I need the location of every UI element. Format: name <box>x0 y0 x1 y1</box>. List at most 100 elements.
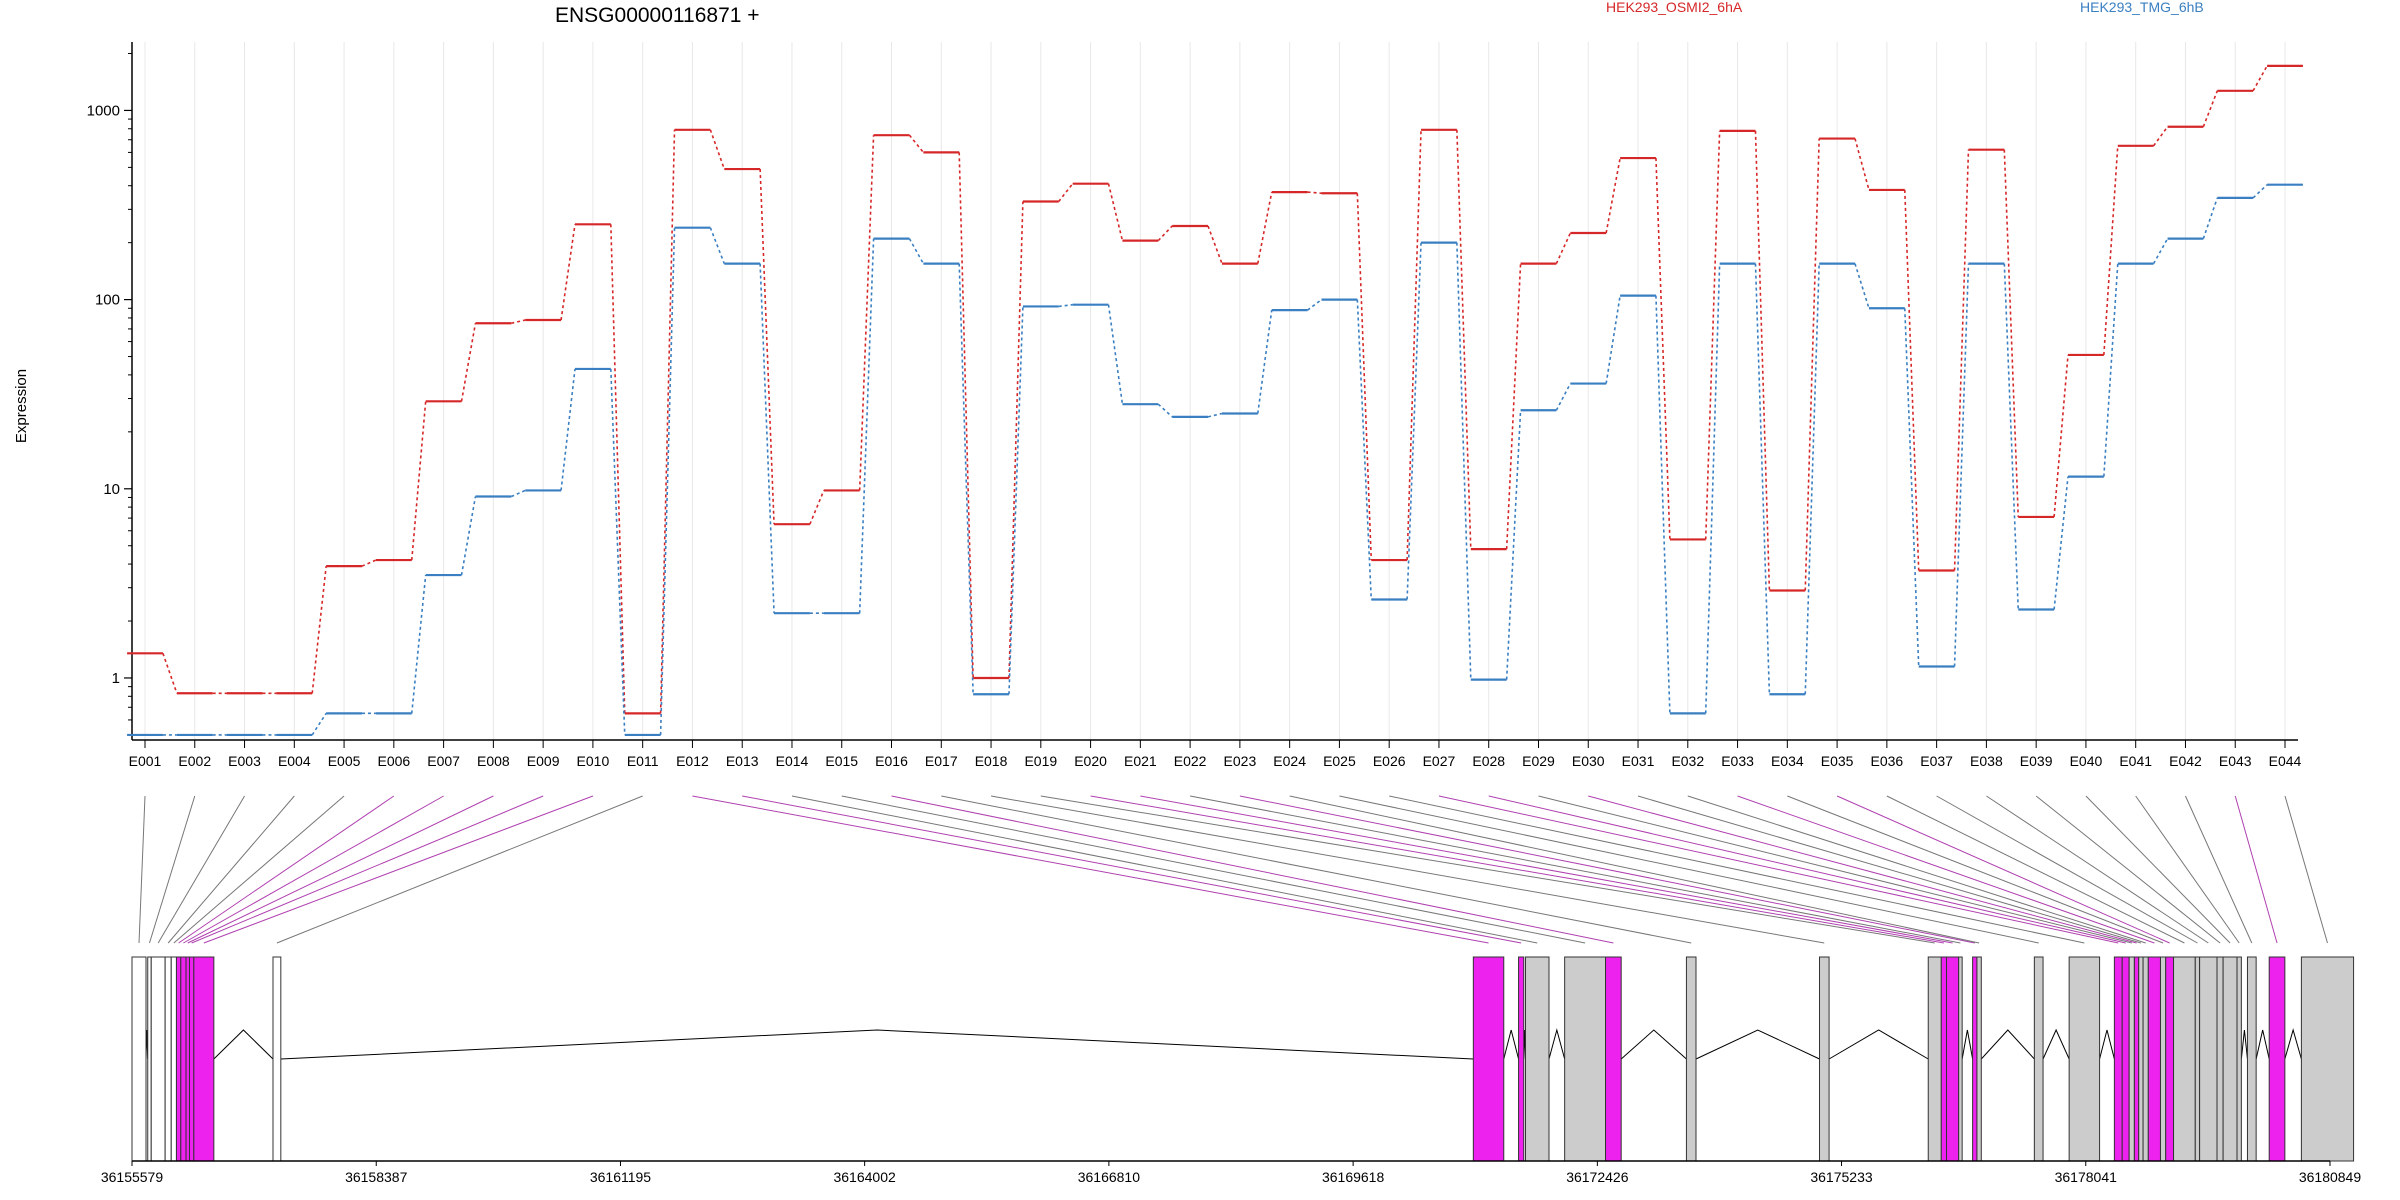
exon-label-E012: E012 <box>676 753 709 769</box>
exon-E026 <box>2068 956 2101 1162</box>
series-connector <box>1058 303 1073 308</box>
series-connector <box>1804 138 1820 591</box>
series-connector <box>1505 263 1522 550</box>
series-connector <box>659 227 676 735</box>
series-connector <box>1107 304 1124 405</box>
exon-E027 <box>2113 956 2123 1162</box>
series-connector <box>709 227 726 264</box>
exon-label-E044: E044 <box>2269 753 2302 769</box>
series-connector <box>2152 126 2169 147</box>
connector-E039 <box>2035 795 2221 944</box>
series-connector <box>610 224 626 714</box>
y-axis: 1 10 100 1000 <box>87 42 133 740</box>
connector-E032 <box>1687 795 2146 944</box>
exon-E031 <box>2138 956 2144 1162</box>
exon-label-E038: E038 <box>1970 753 2003 769</box>
series-connector <box>2103 263 2119 477</box>
connector-E009 <box>191 795 544 944</box>
series-connector <box>1257 191 1273 264</box>
series-connector <box>1953 149 1970 571</box>
exon-E006 <box>175 956 182 1162</box>
exon-label-E034: E034 <box>1771 753 1804 769</box>
exon-axis: E001 E002 E003 E004 E005 E006 E007 E008 E009 E010… <box>129 739 2302 769</box>
exon-label-E017: E017 <box>925 753 958 769</box>
connector-E004 <box>167 795 295 944</box>
series-connector <box>1804 263 1820 695</box>
series-connector <box>460 496 477 576</box>
exon-label-E003: E003 <box>228 753 261 769</box>
exon-E002 <box>147 956 152 1162</box>
series-connector <box>1655 295 1671 714</box>
exon-label-E039: E039 <box>2020 753 2053 769</box>
connector-E033 <box>1737 795 2155 944</box>
series-connector <box>709 129 726 170</box>
exon-label-E024: E024 <box>1273 753 1306 769</box>
exon-label-E020: E020 <box>1074 753 1107 769</box>
series-connector <box>1854 263 1870 309</box>
connector-E027 <box>1438 795 2119 944</box>
exon-E032 <box>2142 956 2149 1162</box>
grid-lines <box>144 42 2286 740</box>
exon-E029 <box>2128 956 2135 1162</box>
series-connector <box>1754 263 1771 695</box>
connector-E030 <box>1588 795 2137 944</box>
series-connector <box>958 263 974 695</box>
series-connector <box>1903 189 1920 571</box>
connector-E005 <box>173 795 345 944</box>
coord-label: 36155579 <box>101 1169 164 1185</box>
series-connector <box>1854 138 1870 191</box>
exon-E042 <box>2246 956 2257 1162</box>
intron <box>1695 1029 1820 1060</box>
connector-E002 <box>149 795 196 944</box>
series-connector <box>908 134 924 153</box>
connector-E031 <box>1637 795 2142 944</box>
exon-E010 <box>193 956 215 1162</box>
series-2 <box>127 183 2303 737</box>
exon-E016 <box>1605 956 1622 1162</box>
connector-E026 <box>1389 795 2085 944</box>
series-connector <box>1356 299 1373 600</box>
intron <box>2240 1029 2248 1060</box>
connector-E041 <box>2135 795 2240 944</box>
exon-E015 <box>1564 956 1607 1162</box>
series-connector <box>809 490 825 525</box>
exon-label-E016: E016 <box>875 753 908 769</box>
coord-label: 36158387 <box>345 1169 408 1185</box>
connector-E008 <box>187 795 494 944</box>
exon-label-E004: E004 <box>278 753 311 769</box>
y-tick-label: 1 <box>112 670 120 687</box>
exon-E040 <box>2222 956 2238 1162</box>
coordinate-axis: 36155579 36158387 36161195 36164002 36166810… <box>101 1160 2361 1185</box>
connector-E044 <box>2284 795 2328 944</box>
gene-model <box>131 956 2355 1162</box>
series-connector <box>1257 310 1273 414</box>
exon-label-E030: E030 <box>1572 753 1605 769</box>
exon-E020 <box>1940 956 1948 1162</box>
series-connector <box>1406 129 1422 561</box>
series-connector <box>311 566 327 694</box>
series-connector <box>858 238 875 614</box>
coord-label: 36164002 <box>833 1169 896 1185</box>
exon-E004 <box>164 956 172 1162</box>
exon-E033 <box>2147 956 2161 1162</box>
intron <box>2255 1029 2270 1060</box>
coord-label: 36178041 <box>2055 1169 2118 1185</box>
intron <box>1548 1028 1566 1060</box>
series-connector <box>1157 403 1173 418</box>
exon-E043 <box>2268 956 2286 1162</box>
connector-E042 <box>2185 795 2253 944</box>
exon-E021 <box>1946 956 1960 1162</box>
exon-E007 <box>180 956 187 1162</box>
exon-E024 <box>1976 956 1982 1162</box>
series-connector <box>1008 201 1024 678</box>
series-connector <box>1307 191 1322 195</box>
series-connector <box>410 574 427 714</box>
intron <box>1620 1029 1687 1060</box>
exon-E001 <box>131 956 147 1162</box>
connector-E011 <box>276 795 643 944</box>
exon-E044 <box>2300 956 2355 1162</box>
series-connector <box>162 653 178 694</box>
connector-E029 <box>1538 795 2132 944</box>
connector-E025 <box>1339 795 2039 944</box>
exon-connectors <box>138 795 2328 944</box>
